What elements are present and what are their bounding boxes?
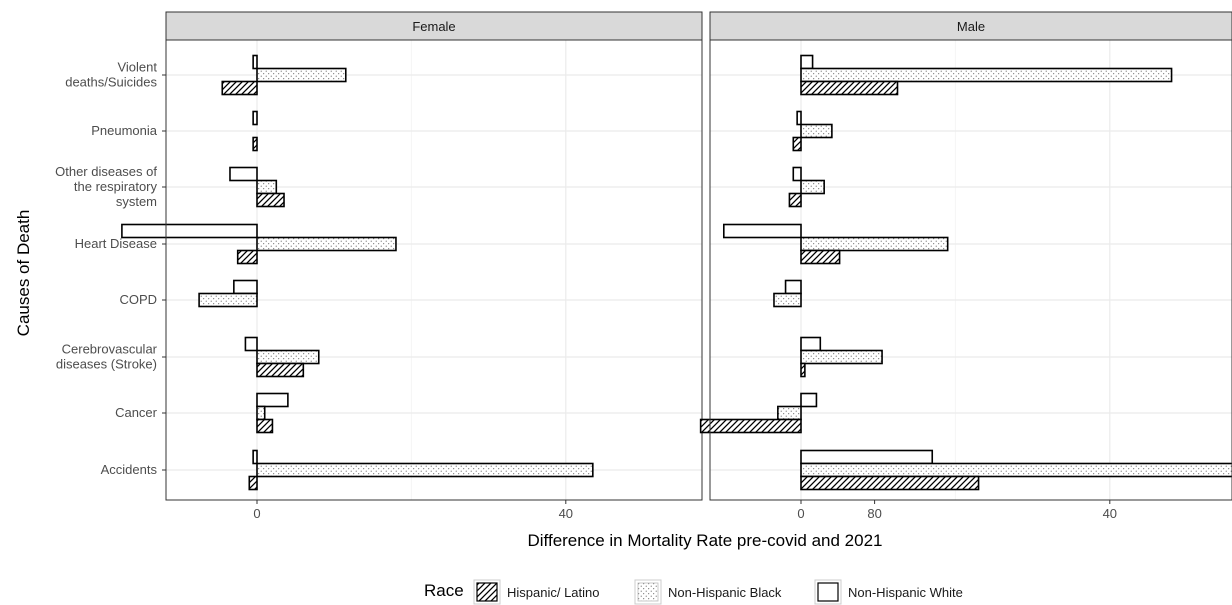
y-tick-label-heart-disease: Heart Disease [75,236,157,251]
bar-male-hispanic-latino-cerebrovascular-diseases-stroke [800,362,806,378]
facet-strip-label: Male [957,19,985,34]
legend: Race Hispanic/ Latino Non-Hispanic Black N… [424,579,963,605]
bar-female-non-hispanic-black-copd [198,292,258,308]
y-tick-label-accidents: Accidents [101,462,158,477]
bar-male-non-hispanic-white-copd [784,279,802,295]
legend-key-swatch [817,582,839,602]
y-axis-title: Causes of Death [14,210,33,337]
bar-male-hispanic-latino-cancer [699,418,802,434]
facet-strip [709,11,1232,41]
bar-male-non-hispanic-white-cancer [800,392,818,408]
bar-female-non-hispanic-white-other-diseases-of-the-respiratory-system [229,166,258,182]
legend-key-swatch [476,582,498,602]
legend-key-swatch [637,582,659,602]
bar-female-non-hispanic-white-pneumonia [252,110,258,126]
legend-label: Hispanic/ Latino [507,585,600,600]
bar-male-non-hispanic-black-other-diseases-of-the-respiratory-system [800,179,825,195]
legend-item-non-hispanic-white: Non-Hispanic White [814,579,963,605]
y-tick-label-violent-deaths-suicides: Violent deaths/Suicides [65,60,157,90]
x-tick-label: 40 [1103,506,1117,521]
bar-female-non-hispanic-black-other-diseases-of-the-respiratory-system [256,179,278,195]
bar-male-hispanic-latino-accidents [800,475,980,491]
bar-male-non-hispanic-black-cerebrovascular-diseases-stroke [800,349,883,365]
bar-male-non-hispanic-black-accidents [800,462,1232,478]
y-axis-category-labels: Violent deaths/Suicides Pneumonia Other dis… [55,60,166,477]
bar-female-hispanic-latino-other-diseases-of-the-respiratory-system [256,192,285,208]
bar-female-non-hispanic-white-copd [233,279,258,295]
y-tick-label-cerebrovascular-diseases-stroke: Cerebrovascular diseases (Stroke) [56,342,158,372]
bar-female-hispanic-latino-accidents [248,475,258,491]
bar-male-non-hispanic-black-pneumonia [800,123,833,139]
x-axis-title: Difference in Mortality Rate pre-covid a… [528,531,883,550]
bar-female-hispanic-latino-violent-deaths-suicides [221,80,258,96]
bar-male-non-hispanic-white-other-diseases-of-the-respiratory-system [792,166,802,182]
panel-male: Male 0 40 80 [699,11,1232,521]
bar-male-hispanic-latino-other-diseases-of-the-respiratory-system [788,192,802,208]
panel-border [709,39,1232,501]
x-tick-label: 0 [253,506,260,521]
y-tick-label-cancer: Cancer [115,405,158,420]
bar-male-hispanic-latino-pneumonia [792,136,802,152]
plot-background [166,40,702,500]
bar-female-non-hispanic-black-cancer [256,405,266,421]
bar-male-non-hispanic-white-accidents [800,449,934,465]
legend-label: Non-Hispanic Black [668,585,782,600]
facet-strip [165,11,703,41]
bar-male-non-hispanic-white-heart-disease [722,223,802,239]
bar-female-hispanic-latino-pneumonia [252,136,258,152]
bar-male-non-hispanic-black-violent-deaths-suicides [800,67,1173,83]
bar-female-hispanic-latino-cerebrovascular-diseases-stroke [256,362,305,378]
legend-item-non-hispanic-black: Non-Hispanic Black [634,579,782,605]
bar-male-non-hispanic-white-pneumonia [796,110,802,126]
legend-item-hispanic-latino: Hispanic/ Latino [473,579,600,605]
x-tick-label: 0 [797,506,804,521]
bar-female-non-hispanic-white-violent-deaths-suicides [252,54,258,70]
y-tick-label-pneumonia: Pneumonia [91,123,158,138]
bar-female-non-hispanic-white-heart-disease [121,223,258,239]
bar-male-hispanic-latino-heart-disease [800,249,841,265]
bar-female-non-hispanic-black-violent-deaths-suicides [256,67,347,83]
legend-title: Race [424,581,464,600]
bar-female-non-hispanic-white-cerebrovascular-diseases-stroke [244,336,258,352]
panel-border [165,39,703,501]
bar-male-non-hispanic-white-violent-deaths-suicides [800,54,814,70]
x-tick-label: 40 [559,506,573,521]
y-tick-label-copd: COPD [119,292,157,307]
bar-male-non-hispanic-white-cerebrovascular-diseases-stroke [800,336,822,352]
bar-female-hispanic-latino-cancer [256,418,274,434]
bar-male-non-hispanic-black-heart-disease [800,236,949,252]
bar-female-hispanic-latino-heart-disease [236,249,258,265]
bar-male-hispanic-latino-violent-deaths-suicides [800,80,899,96]
bar-female-non-hispanic-black-accidents [256,462,594,478]
bar-male-non-hispanic-black-copd [773,292,802,308]
bar-male-non-hispanic-black-cancer [777,405,802,421]
legend-label: Non-Hispanic White [848,585,963,600]
bar-female-non-hispanic-black-heart-disease [256,236,397,252]
facet-strip-label: Female [412,19,455,34]
y-tick-label-other-diseases-of-the-respiratory-system: Other diseases of the respiratory system [55,164,157,209]
bar-female-non-hispanic-white-accidents [252,449,258,465]
x-tick-label: 80 [867,506,881,521]
bar-female-non-hispanic-white-cancer [256,392,289,408]
bar-female-non-hispanic-black-cerebrovascular-diseases-stroke [256,349,320,365]
